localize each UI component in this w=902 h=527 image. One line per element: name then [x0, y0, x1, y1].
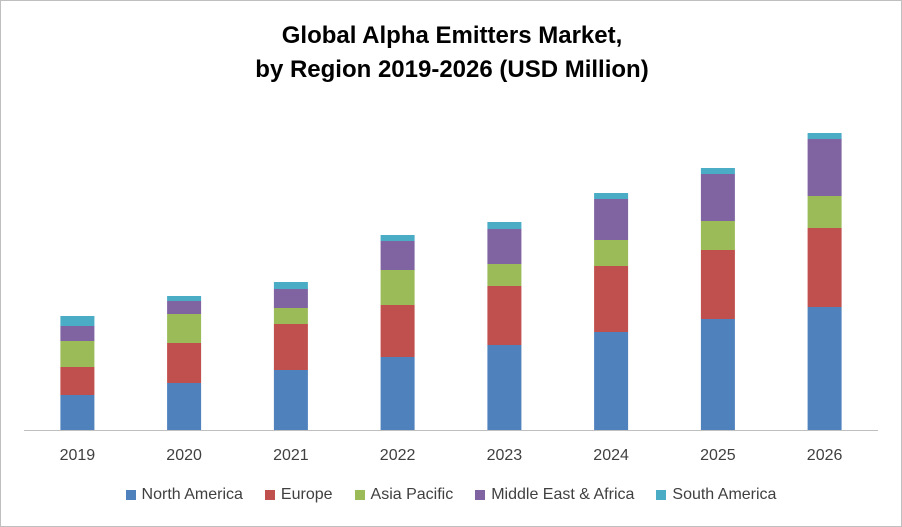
x-tick-labels: 2019 2020 2021 2022 2023 2024 2025 2026: [60, 447, 843, 464]
x-tick-label: 2021: [273, 447, 309, 464]
x-tick-label: 2019: [60, 447, 96, 464]
bar-segment-2019-middle-east-africa: [60, 326, 95, 341]
bar-segment-2019-asia-pacific: [60, 341, 95, 367]
bar-layer: [60, 133, 842, 430]
legend-label: Europe: [280, 486, 333, 503]
bar-segment-2019-europe: [60, 367, 95, 395]
bar-segment-2024-south-america: [594, 193, 629, 199]
legend-label: North America: [141, 486, 243, 503]
bar-segment-2024-europe: [594, 266, 629, 332]
bar-segment-2021-middle-east-africa: [273, 289, 308, 308]
bar-segment-2026-asia-pacific: [807, 196, 842, 228]
bar-segment-2023-south-america: [487, 222, 522, 229]
legend-swatch: [656, 490, 667, 500]
legend-label: Middle East & Africa: [491, 486, 635, 503]
chart-title-line-2: by Region 2019-2026 (USD Million): [255, 56, 649, 83]
bar-segment-2024-asia-pacific: [594, 240, 629, 266]
x-tick-label: 2025: [700, 447, 736, 464]
bar-segment-2023-north-america: [487, 345, 522, 430]
legend-item: Europe: [264, 486, 333, 504]
bar-segment-2025-middle-east-africa: [700, 174, 735, 221]
bar-segment-2020-asia-pacific: [167, 314, 202, 343]
bar-segment-2020-north-america: [167, 383, 202, 430]
bar-segment-2026-middle-east-africa: [807, 139, 842, 196]
chart-legend: North America Europe Asia Pacific Middle Ea…: [0, 484, 902, 506]
legend-item: North America: [125, 486, 243, 504]
bar-segment-2019-south-america: [60, 316, 95, 326]
legend-swatch: [475, 490, 486, 500]
bar-segment-2023-asia-pacific: [487, 264, 522, 286]
bar-segment-2020-europe: [167, 343, 202, 383]
bar-segment-2023-middle-east-africa: [487, 229, 522, 264]
bar-segment-2022-europe: [380, 305, 415, 357]
bar-segment-2021-north-america: [273, 370, 308, 430]
legend-label: South America: [672, 486, 777, 503]
bar-segment-2021-europe: [273, 324, 308, 370]
chart-title: Global Alpha Emitters Market, by Region …: [1, 19, 902, 87]
bar-segment-2025-europe: [700, 250, 735, 319]
bar-segment-2026-north-america: [807, 307, 842, 430]
legend-swatch: [125, 490, 136, 500]
legend-swatch: [264, 490, 275, 500]
legend-swatch: [354, 490, 365, 500]
bar-segment-2020-middle-east-africa: [167, 301, 202, 314]
bar-segment-2024-north-america: [594, 332, 629, 430]
bar-segment-2022-north-america: [380, 357, 415, 430]
bar-segment-2021-south-america: [273, 282, 308, 289]
x-tick-label: 2022: [380, 447, 416, 464]
chart-title-line-1: Global Alpha Emitters Market,: [281, 22, 623, 49]
legend-label: Asia Pacific: [370, 486, 454, 503]
bar-segment-2024-middle-east-africa: [594, 199, 629, 240]
bar-segment-2022-south-america: [380, 235, 415, 241]
x-tick-label: 2023: [487, 447, 523, 464]
bar-segment-2021-asia-pacific: [273, 308, 308, 324]
legend-item: Asia Pacific: [354, 486, 454, 504]
bar-segment-2026-south-america: [807, 133, 842, 139]
bar-segment-2025-asia-pacific: [700, 221, 735, 250]
x-tick-label: 2020: [166, 447, 202, 464]
x-tick-label: 2026: [807, 447, 843, 464]
bar-segment-2019-north-america: [60, 395, 95, 430]
bar-segment-2025-north-america: [700, 319, 735, 430]
bar-segment-2023-europe: [487, 286, 522, 345]
legend-item: South America: [656, 486, 776, 504]
x-tick-label: 2024: [593, 447, 629, 464]
bar-segment-2025-south-america: [700, 168, 735, 174]
bar-segment-2020-south-america: [167, 296, 202, 301]
legend-item: Middle East & Africa: [475, 486, 634, 504]
bar-segment-2022-asia-pacific: [380, 270, 415, 305]
bar-segment-2026-europe: [807, 228, 842, 307]
bar-segment-2022-middle-east-africa: [380, 241, 415, 270]
